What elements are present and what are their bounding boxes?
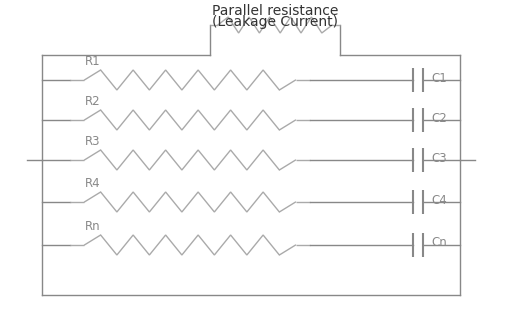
- Text: C1: C1: [431, 71, 447, 84]
- Text: Rn: Rn: [85, 220, 101, 233]
- Text: R1: R1: [85, 55, 101, 68]
- Text: C3: C3: [431, 151, 447, 164]
- Text: R4: R4: [85, 177, 101, 190]
- Text: C4: C4: [431, 194, 447, 206]
- Text: R2: R2: [85, 95, 101, 108]
- Text: Parallel resistance: Parallel resistance: [212, 4, 338, 18]
- Text: Cn: Cn: [431, 236, 447, 250]
- Text: (Leakage Current): (Leakage Current): [212, 15, 338, 29]
- Text: R3: R3: [85, 135, 101, 148]
- Text: C2: C2: [431, 111, 447, 124]
